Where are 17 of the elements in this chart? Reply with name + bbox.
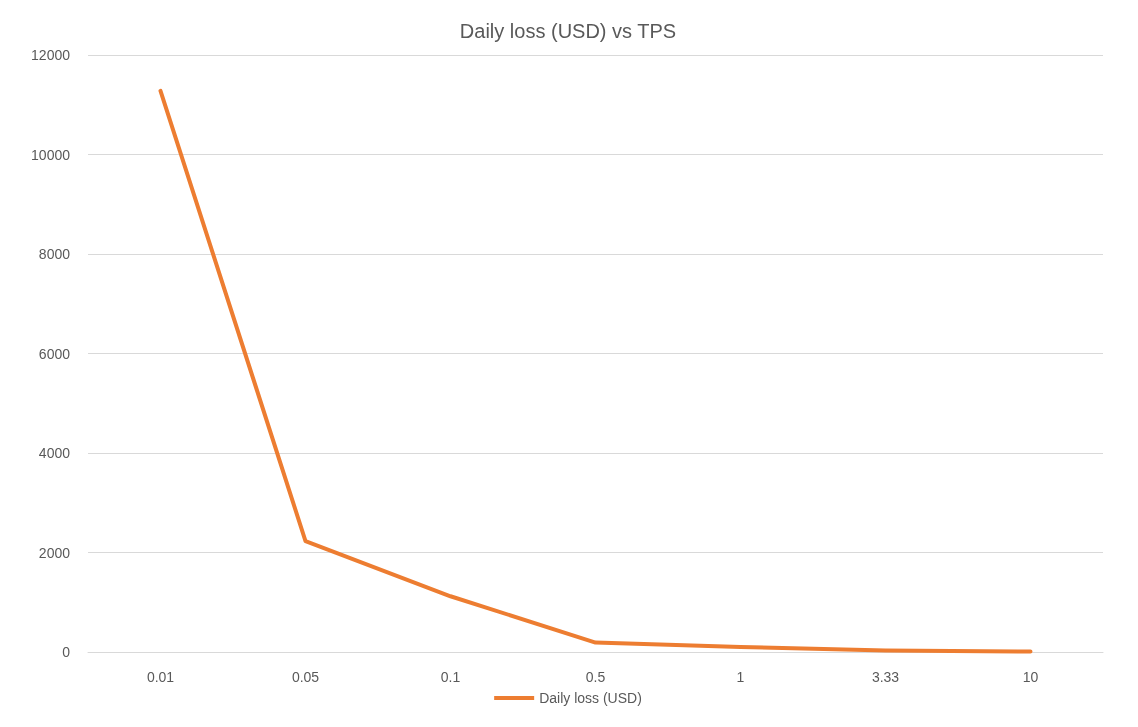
x-tick-label: 0.05 <box>291 669 320 685</box>
x-tick-label: 0.5 <box>585 669 606 685</box>
x-tick-label: 1 <box>736 669 745 685</box>
y-tick-label: 2000 <box>38 544 71 561</box>
x-tick-label: 10 <box>1022 669 1039 685</box>
x-tick-label: 0.1 <box>440 669 461 685</box>
line-series <box>158 88 1033 654</box>
x-tick-label: 3.33 <box>871 669 900 685</box>
legend-label: Daily loss (USD) <box>539 690 642 706</box>
y-tick-label: 0 <box>62 644 71 660</box>
y-tick-label: 4000 <box>38 445 71 461</box>
y-tick-label: 10000 <box>31 146 71 163</box>
y-tick-label: 12000 <box>31 47 71 63</box>
y-tick-label: 8000 <box>38 246 71 262</box>
y-tick-label: 6000 <box>38 345 71 362</box>
x-tick-label: 0.01 <box>146 669 175 685</box>
chart-title: Daily loss (USD) vs TPS <box>459 20 677 42</box>
